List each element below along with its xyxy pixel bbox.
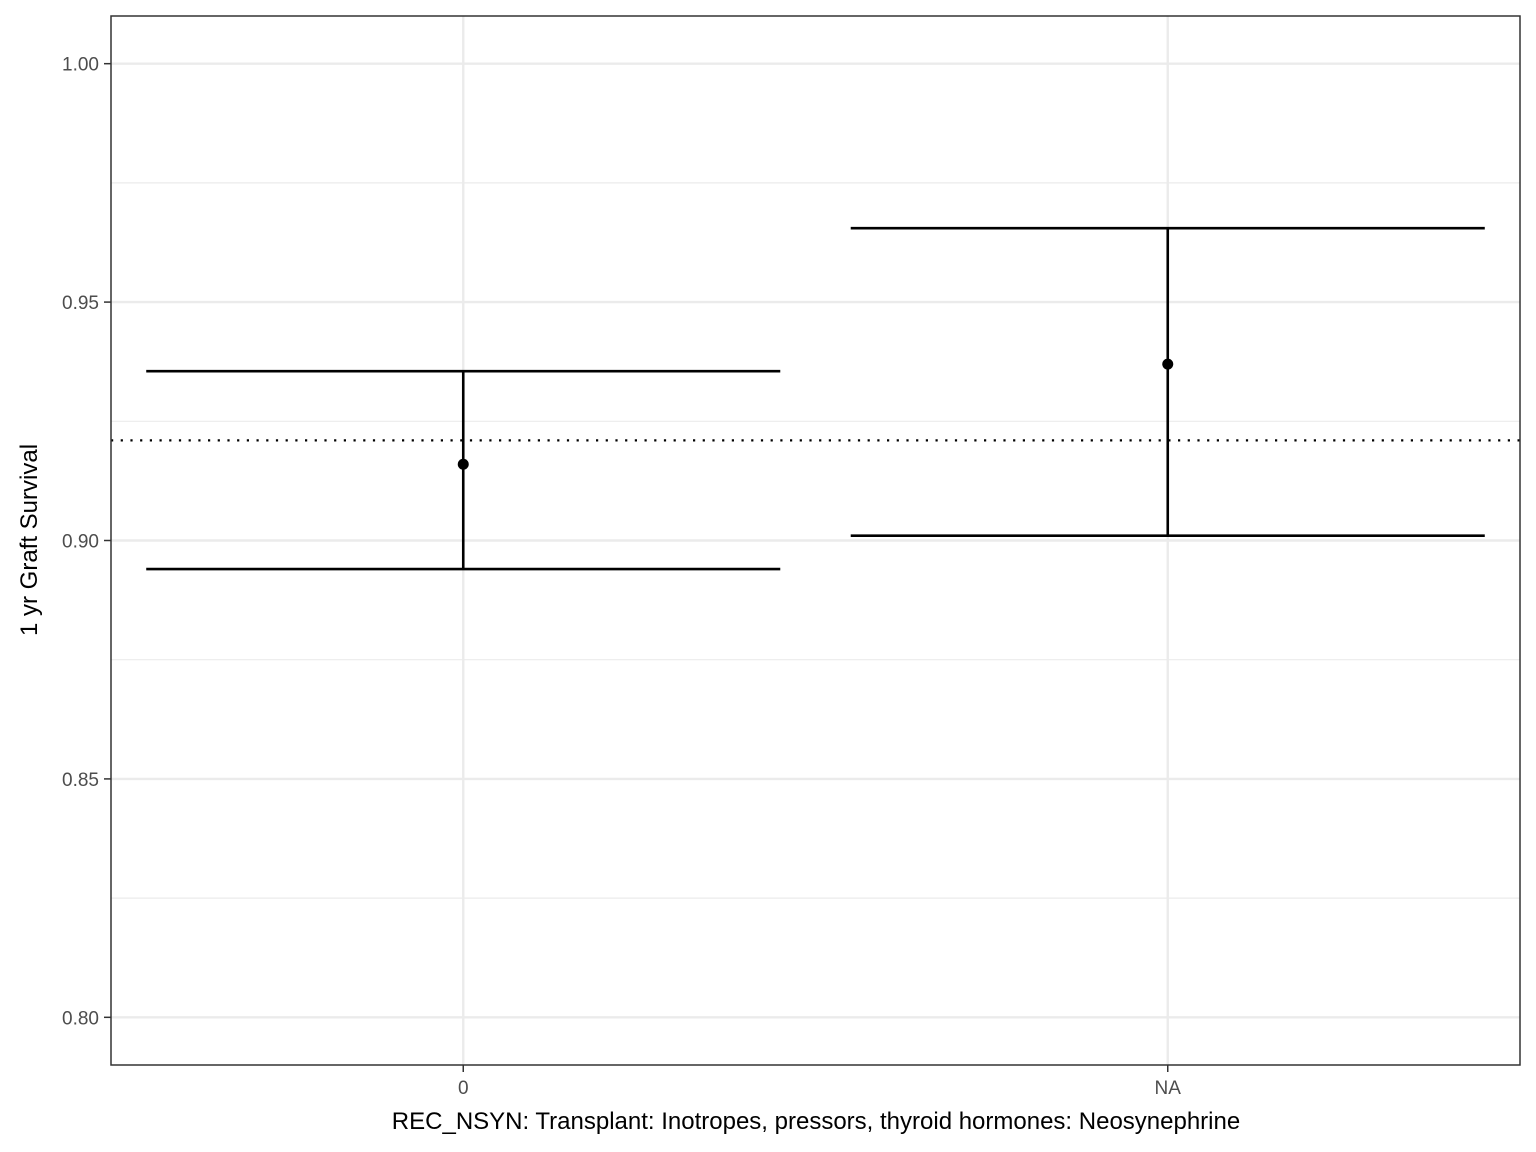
- y-tick-label: 0.95: [62, 293, 99, 314]
- major-gridlines: [111, 16, 1520, 1065]
- y-axis-title: 1 yr Graft Survival: [16, 444, 43, 636]
- x-axis-title: REC_NSYN: Transplant: Inotropes, pressor…: [392, 1108, 1240, 1135]
- x-axis: 0 NA: [458, 1065, 1181, 1099]
- y-tick-label: 0.85: [62, 770, 99, 791]
- error-bar-group: [146, 369, 781, 571]
- y-tick-label: 0.90: [62, 532, 99, 553]
- error-bar-marks: [146, 226, 1485, 571]
- y-axis: 0.80 0.85 0.90 0.95 1.00: [62, 55, 111, 1029]
- y-tick-label: 1.00: [62, 55, 99, 76]
- point-estimate: [1162, 358, 1174, 370]
- minor-gridlines: [111, 182, 1520, 899]
- x-tick-label: NA: [1155, 1078, 1182, 1099]
- x-tick-label: 0: [458, 1078, 469, 1099]
- y-tick-label: 0.80: [62, 1008, 99, 1029]
- point-estimate: [457, 458, 469, 470]
- error-bar-group: [850, 226, 1485, 538]
